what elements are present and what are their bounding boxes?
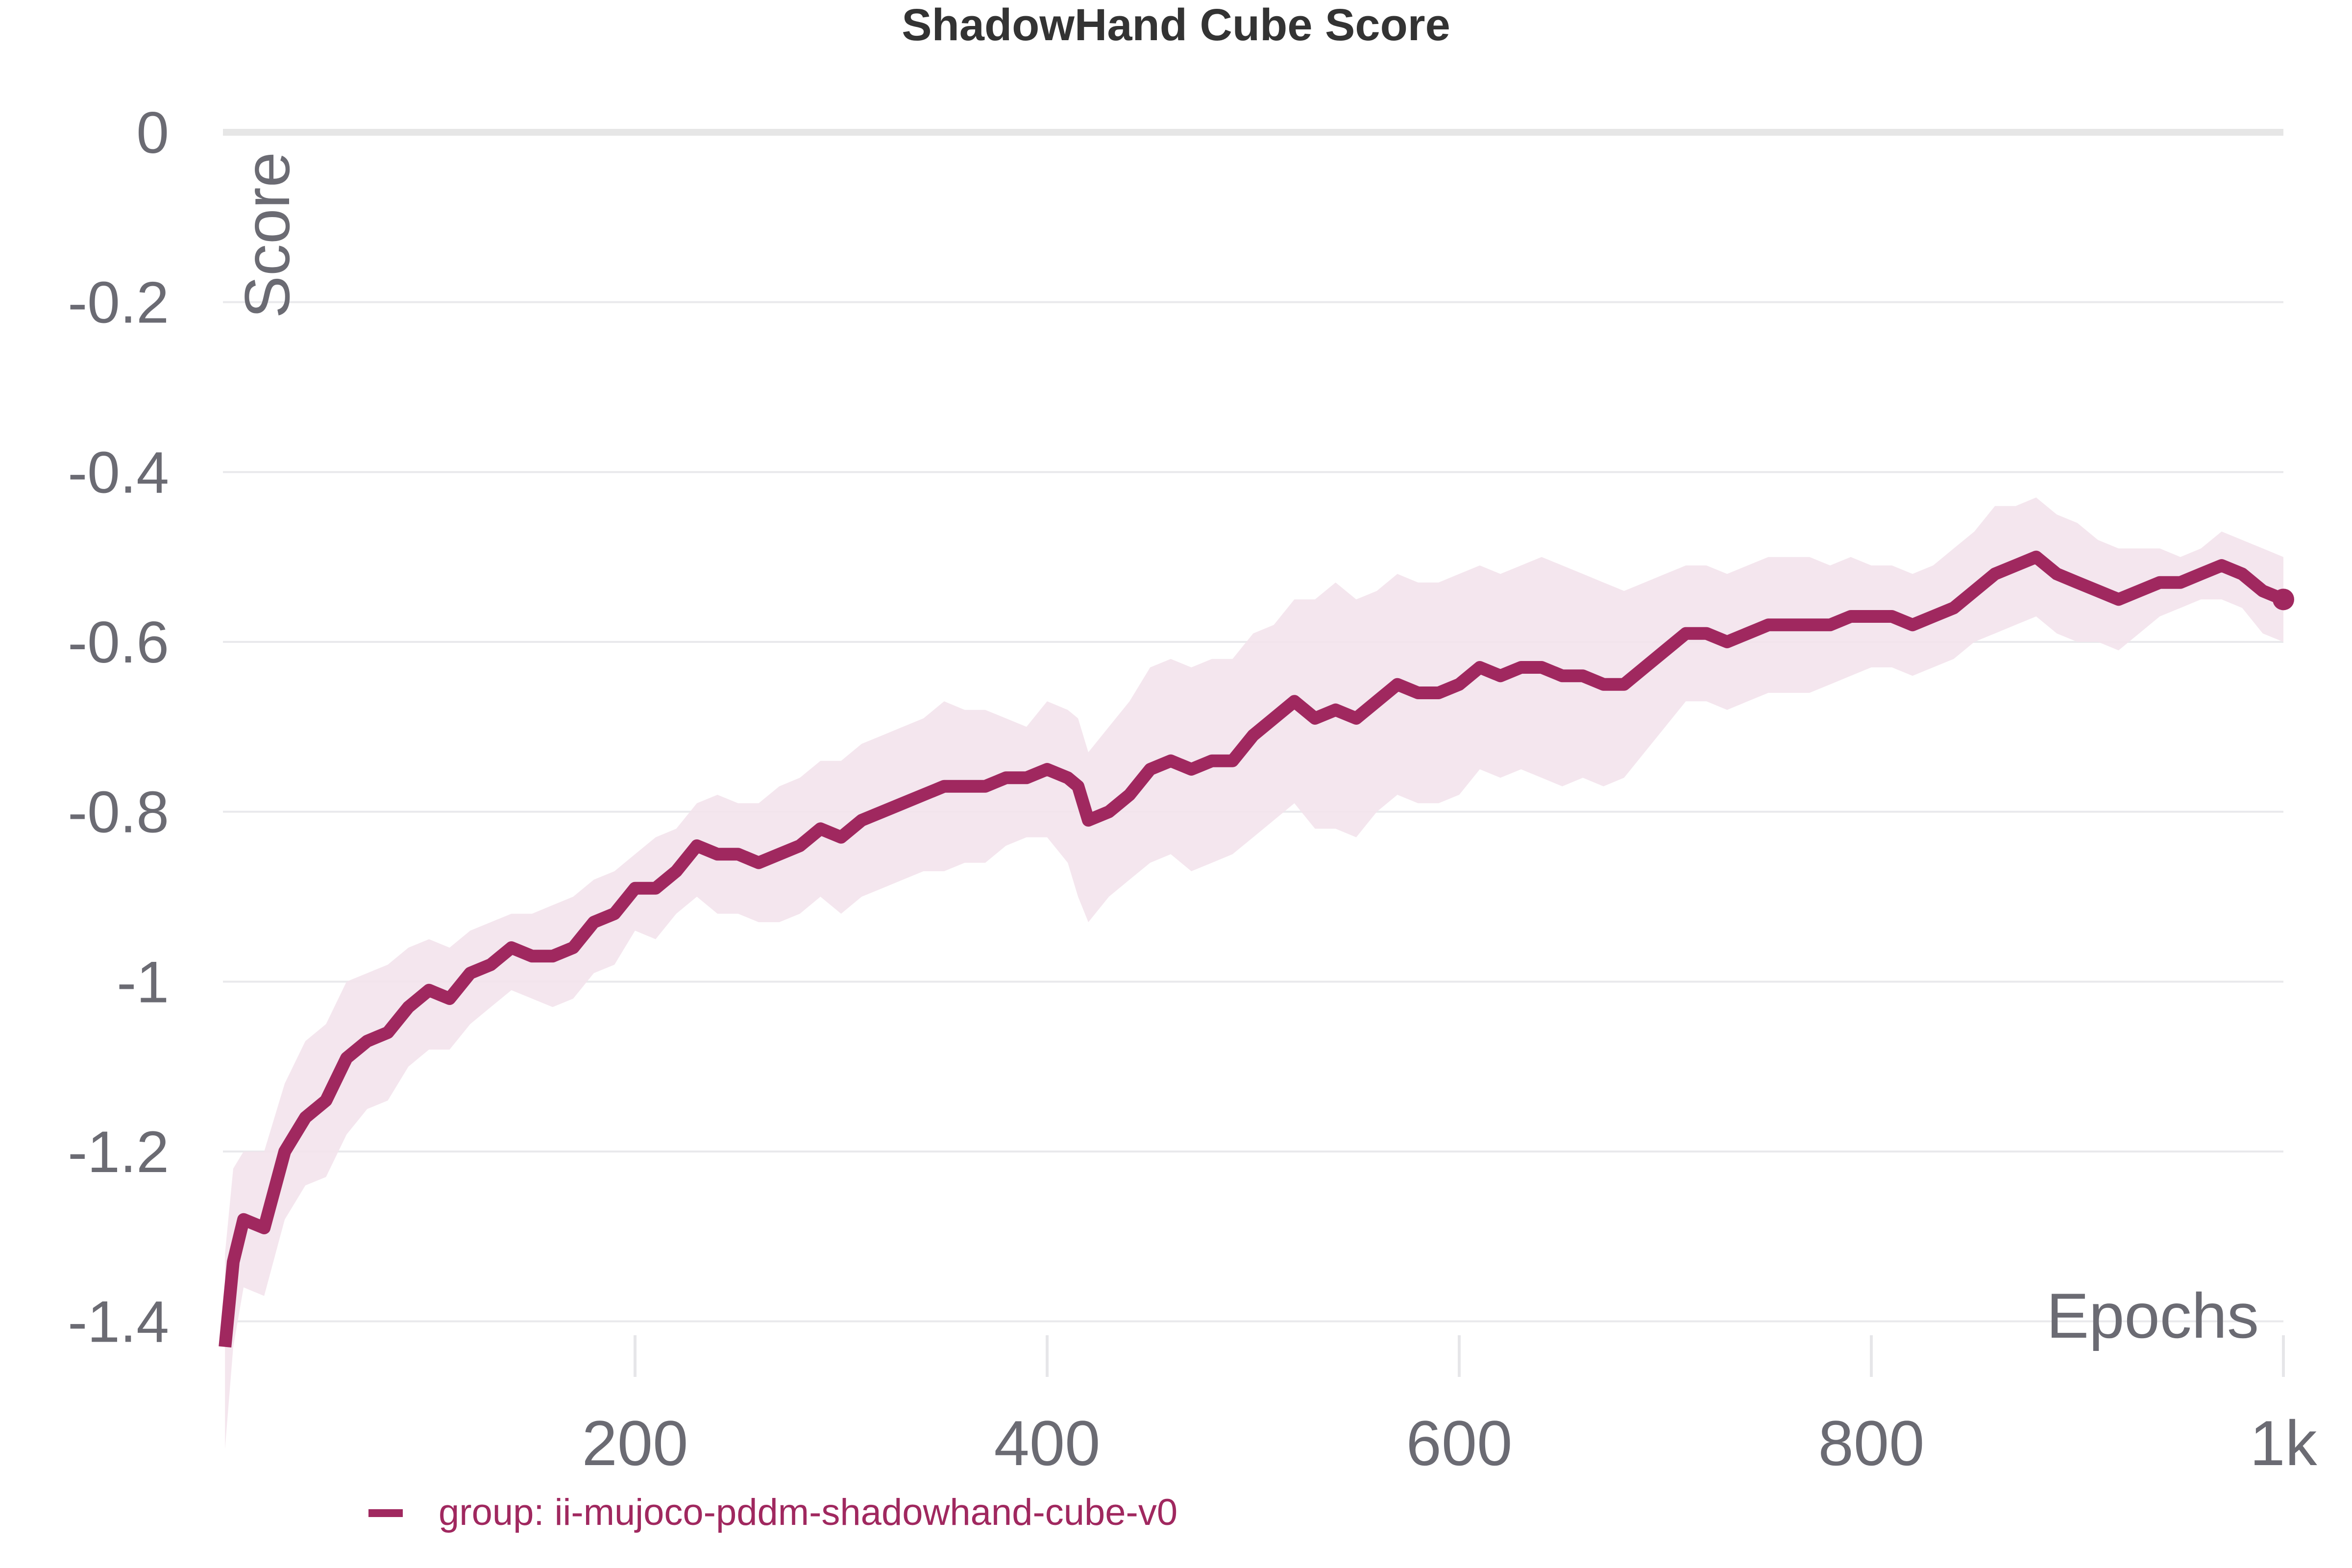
y-tick-label: -1 <box>117 949 169 1015</box>
confidence-band-layer <box>225 497 2283 1449</box>
y-tick-label: -0.4 <box>68 440 169 505</box>
y-tick-label: 0 <box>136 100 169 166</box>
series-line <box>219 550 2286 1348</box>
x-tick-label: 600 <box>1406 1407 1513 1479</box>
x-axis-label: Epochs <box>2046 1280 2259 1351</box>
y-tick-label: -1.4 <box>68 1289 169 1355</box>
y-axis-ticks: 0 -0.2 -0.4 -0.6 -0.8 -1 -1.2 -1.4 <box>68 100 169 1355</box>
y-tick-label: -0.2 <box>68 270 169 336</box>
series-line-layer <box>219 550 2294 1348</box>
series-confidence-band <box>225 497 2283 1449</box>
legend-label: group: ii-mujoco-pddm-shadowhand-cube-v0 <box>439 1492 1177 1533</box>
x-axis-ticks: 200 400 600 800 1k <box>582 1335 2318 1479</box>
x-tick-label: 800 <box>1818 1407 1925 1479</box>
x-tick-label: 1k <box>2250 1407 2317 1479</box>
legend: group: ii-mujoco-pddm-shadowhand-cube-v0 <box>368 1492 1177 1533</box>
y-tick-label: -1.2 <box>68 1119 169 1185</box>
y-axis-label: Score <box>231 152 303 318</box>
y-tick-label: -0.6 <box>68 610 169 675</box>
series-end-point <box>2273 588 2294 611</box>
x-tick-label: 200 <box>582 1407 688 1479</box>
chart-title: ShadowHand Cube Score <box>902 0 1450 50</box>
y-tick-label: -0.8 <box>68 780 169 845</box>
x-tick-label: 400 <box>994 1407 1101 1479</box>
